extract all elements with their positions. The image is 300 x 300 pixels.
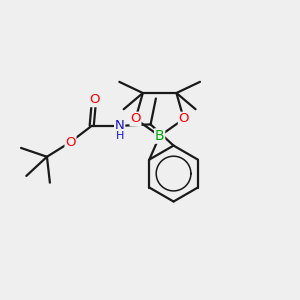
Text: O: O — [178, 112, 189, 125]
Text: N: N — [115, 119, 124, 132]
Text: O: O — [130, 112, 141, 125]
Text: O: O — [89, 93, 99, 106]
Text: O: O — [65, 136, 76, 148]
Text: B: B — [155, 129, 164, 143]
Text: H: H — [116, 131, 124, 141]
